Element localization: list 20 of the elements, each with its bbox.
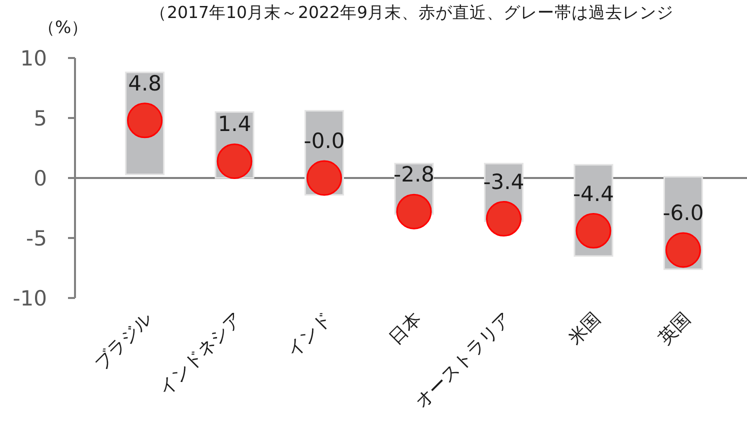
y-axis-title: （%） <box>38 18 88 38</box>
x-tick-label: インドネシア <box>154 308 246 400</box>
y-tick-label: 10 <box>20 46 47 70</box>
x-tick-label: ブラジル <box>90 308 156 374</box>
chart-title: （2017年10月末～2022年9月末、赤が直近、グレー帯は過去レンジ <box>150 3 674 22</box>
y-tick-label: 5 <box>34 106 47 130</box>
x-tick-label: 英国 <box>654 308 695 349</box>
y-tick-label: 0 <box>34 166 47 190</box>
data-label: -2.8 <box>394 162 434 187</box>
data-label: -3.4 <box>483 170 524 194</box>
x-tick-label: 日本 <box>385 308 426 349</box>
y-tick-label: -10 <box>12 286 47 310</box>
x-tick-label: インド <box>282 308 336 362</box>
data-label: -0.0 <box>304 129 345 153</box>
data-label: 4.8 <box>128 71 162 96</box>
data-label: 1.4 <box>218 112 252 136</box>
y-tick-label: -5 <box>26 226 47 250</box>
x-tick-label: 米国 <box>564 308 606 349</box>
data-label: -4.4 <box>572 182 614 206</box>
data-label: -6.0 <box>662 201 704 225</box>
